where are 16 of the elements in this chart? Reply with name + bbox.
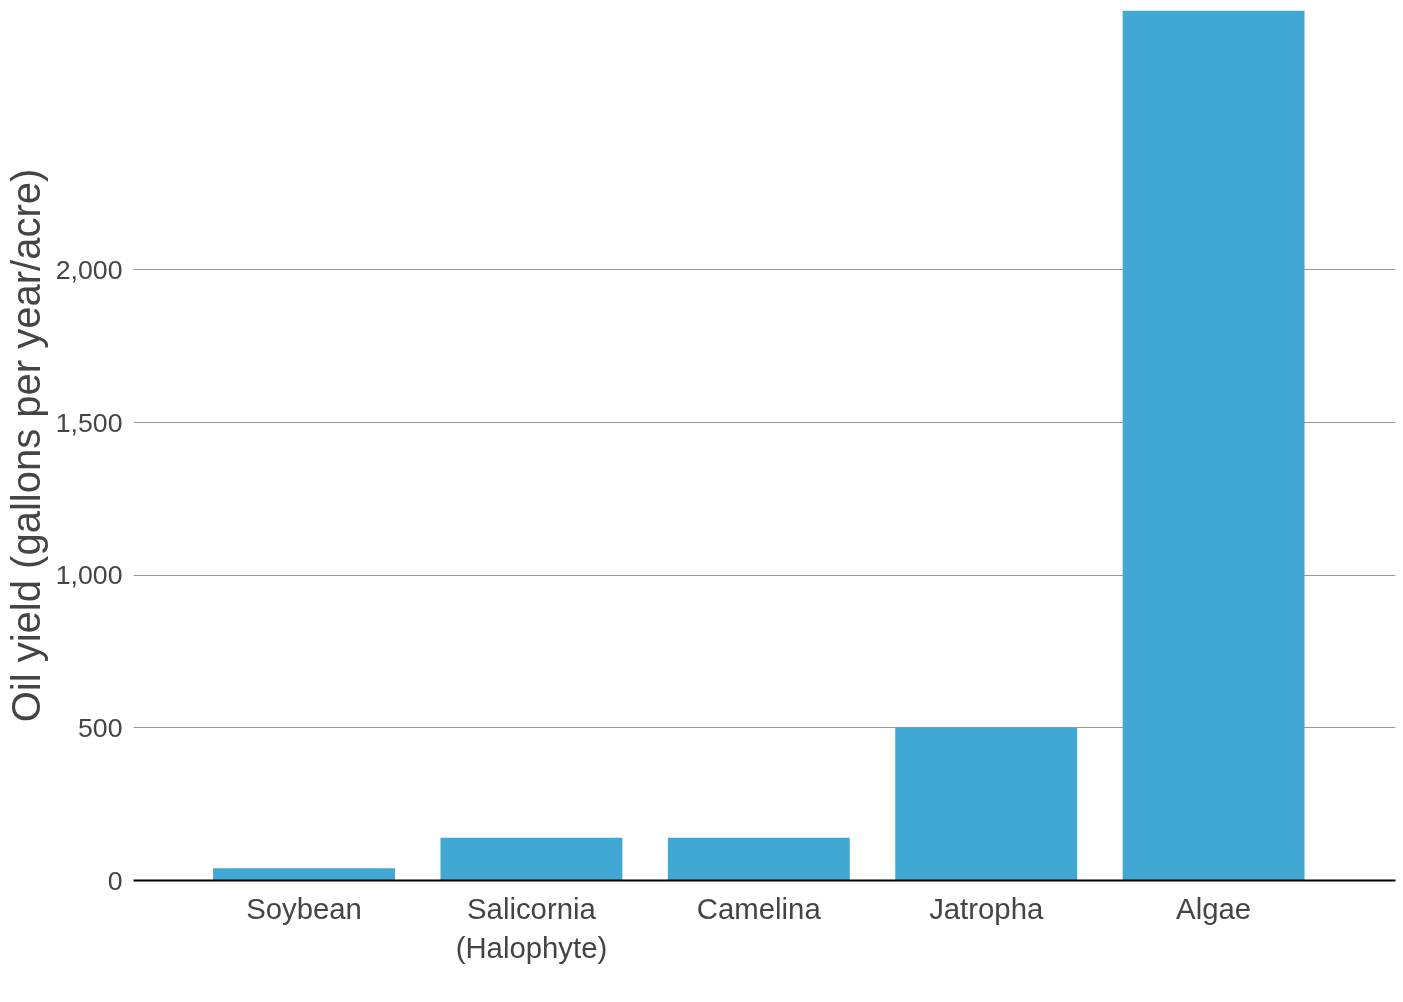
- y-tick-label: 500: [78, 712, 123, 743]
- x-tick-label: Soybean: [246, 891, 362, 925]
- x-tick-label: Salicornia (Halophyte): [455, 891, 608, 965]
- bar: [895, 727, 1078, 881]
- y-tick-label: 1,500: [55, 407, 123, 438]
- x-tick-label: Algae: [1176, 891, 1252, 925]
- bar: [213, 868, 395, 881]
- x-tick-label: Jatropha: [929, 891, 1044, 925]
- y-axis-title: Oil yield (gallons per year/acre): [3, 168, 48, 723]
- bar: [667, 837, 850, 881]
- bar: [440, 837, 623, 881]
- y-tick-label: 2,000: [55, 254, 123, 285]
- y-tick-label: 1,000: [55, 560, 123, 591]
- y-tick-label: 0: [107, 865, 123, 896]
- x-tick-label: Camelina: [696, 891, 822, 925]
- bar: [1122, 10, 1305, 881]
